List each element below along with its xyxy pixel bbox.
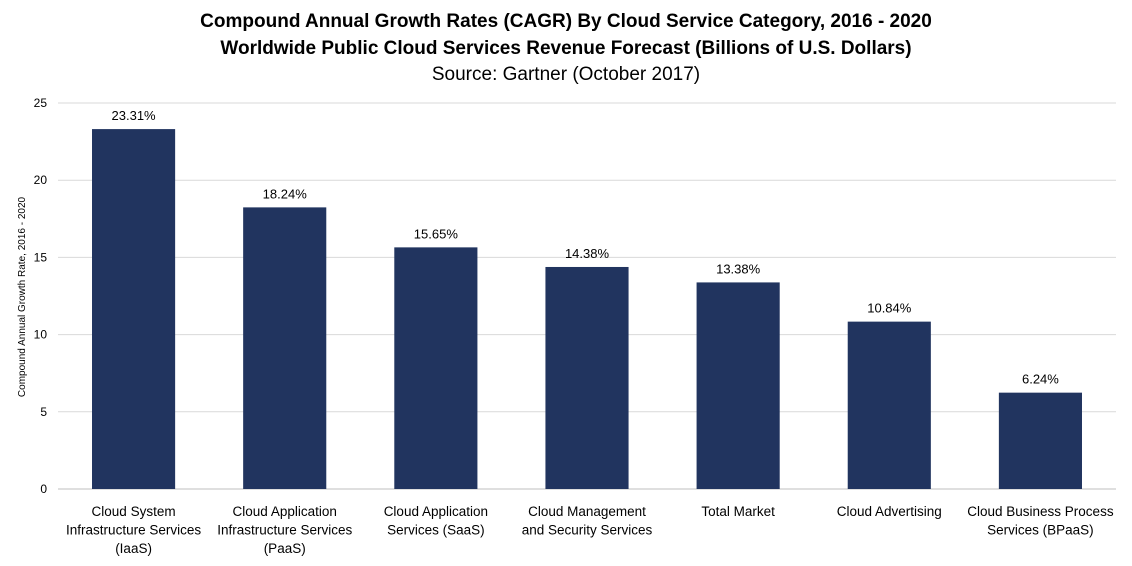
data-label: 13.38% (716, 261, 761, 276)
bar (998, 392, 1082, 489)
bar (394, 247, 478, 489)
category-label-line: (IaaS) (115, 541, 152, 556)
data-label: 23.31% (112, 108, 157, 123)
category-label-line: Infrastructure Services (66, 523, 201, 538)
bars (92, 129, 1082, 490)
bar (545, 266, 629, 489)
y-tick-label: 5 (40, 405, 47, 419)
data-label: 10.84% (867, 301, 912, 316)
category-label: Cloud Application Infrastructure Services… (217, 504, 352, 556)
category-label-line: Cloud Management (528, 504, 646, 519)
category-label-line: Cloud System (92, 504, 176, 519)
y-tick-label: 0 (40, 482, 47, 496)
chart-source: Source: Gartner (October 2017) (432, 64, 700, 85)
category-label-line: and Security Services (522, 523, 653, 538)
category-label: Cloud Business Process Services (BPaaS) (967, 504, 1114, 538)
chart-subtitle: Worldwide Public Cloud Services Revenue … (220, 38, 911, 59)
category-label-line: Services (BPaaS) (987, 523, 1094, 538)
category-label: Cloud Application Services (SaaS) (384, 504, 488, 538)
chart-title: Compound Annual Growth Rates (CAGR) By C… (200, 11, 932, 32)
y-axis-ticks: 0 5 10 15 20 25 (34, 96, 48, 496)
bar (847, 321, 931, 489)
category-label-line: Infrastructure Services (217, 523, 352, 538)
category-label-line: Cloud Advertising (837, 504, 942, 519)
y-tick-label: 25 (34, 96, 48, 110)
category-labels: Cloud System Infrastructure Services (IaaS… (66, 504, 1114, 556)
data-labels: 23.31% 18.24% 15.65% 14.38% 13.38% 10.84% 6.24… (112, 108, 1060, 387)
y-tick-label: 15 (34, 250, 48, 264)
bar (696, 282, 780, 489)
y-tick-label: 20 (34, 173, 48, 187)
y-axis-label: Compound Annual Growth Rate, 2016 - 2020 (17, 197, 28, 398)
bar (243, 207, 327, 490)
category-label-line: Cloud Application (233, 504, 337, 519)
category-label-line: Cloud Business Process (967, 504, 1114, 519)
category-label: Cloud System Infrastructure Services (IaaS… (66, 504, 201, 556)
data-label: 14.38% (565, 246, 610, 261)
category-label: Cloud Advertising (837, 504, 942, 519)
y-tick-label: 10 (34, 328, 48, 342)
bar (92, 129, 176, 489)
category-label-line: Cloud Application (384, 504, 488, 519)
category-label-line: (PaaS) (264, 541, 306, 556)
category-label-line: Services (SaaS) (387, 523, 485, 538)
data-label: 15.65% (414, 226, 459, 241)
data-label: 6.24% (1022, 372, 1059, 387)
category-label: Total Market (701, 504, 775, 519)
category-label: Cloud Management and Security Services (522, 504, 653, 538)
data-label: 18.24% (263, 186, 308, 201)
category-label-line: Total Market (701, 504, 775, 519)
